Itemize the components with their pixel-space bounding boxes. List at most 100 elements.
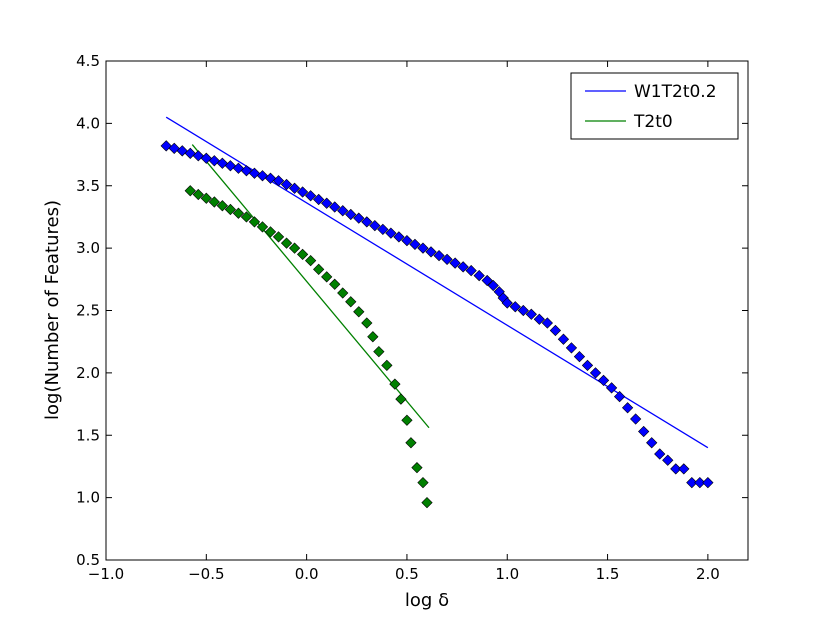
y-tick-label: 1.5: [76, 426, 100, 444]
data-point-series-0: [654, 448, 666, 460]
x-axis-ticks: −1.0 −0.5 0.0 0.5 1.0 1.5 2.0: [88, 61, 720, 583]
data-point-series-0: [280, 178, 293, 191]
data-point-series-1: [208, 196, 220, 208]
x-tick-label: 1.0: [495, 565, 519, 583]
fit-line-series-1: [191, 144, 430, 429]
data-point-series-1: [321, 271, 333, 283]
data-point-series-0: [369, 220, 381, 232]
y-tick-label: 4.0: [76, 114, 100, 132]
data-point-series-1: [411, 462, 423, 474]
data-point-series-0: [487, 279, 499, 292]
data-point-series-0: [549, 324, 562, 337]
data-point-series-1: [361, 317, 373, 329]
data-point-series-1: [200, 192, 212, 204]
data-point-series-1: [216, 200, 228, 212]
data-point-series-0: [581, 359, 594, 372]
x-tick-label: −0.5: [188, 565, 224, 583]
plot-background: [106, 61, 748, 560]
data-point-series-0: [441, 253, 453, 265]
data-point-series-1: [288, 242, 301, 254]
y-tick-label: 0.5: [76, 551, 100, 569]
data-point-series-1: [305, 254, 317, 267]
data-point-series-1: [248, 216, 261, 228]
data-point-series-0: [377, 223, 389, 236]
data-point-series-1: [296, 248, 309, 260]
data-point-series-0: [589, 367, 602, 379]
data-point-series-0: [622, 402, 634, 414]
data-point-series-1: [256, 221, 269, 233]
data-point-series-0: [678, 463, 690, 475]
data-point-series-0: [638, 425, 650, 438]
data-point-series-0: [449, 257, 461, 269]
data-point-series-0: [353, 212, 365, 224]
data-point-series-0: [417, 242, 429, 254]
data-point-series-0: [541, 317, 553, 329]
data-point-series-1: [224, 203, 237, 216]
y-tick-label: 4.5: [76, 52, 100, 70]
data-point-series-0: [702, 477, 714, 489]
data-point-series-0: [401, 235, 413, 247]
y-tick-label: 2.0: [76, 364, 100, 382]
data-point-series-0: [646, 437, 658, 449]
data-point-series-0: [200, 152, 212, 164]
data-point-series-0: [425, 246, 437, 258]
x-tick-label: −1.0: [88, 565, 124, 583]
data-point-series-0: [337, 205, 349, 217]
data-point-series-0: [240, 165, 253, 177]
data-point-series-0: [501, 297, 513, 309]
data-point-series-0: [662, 454, 674, 466]
data-point-series-0: [670, 463, 682, 475]
data-point-series-1: [421, 496, 433, 509]
data-point-series-0: [393, 231, 405, 243]
data-point-series-1: [353, 306, 365, 318]
data-point-series-1: [192, 188, 204, 201]
data-point-series-0: [481, 274, 493, 287]
data-point-series-0: [433, 249, 445, 262]
data-point-series-1: [184, 185, 196, 197]
data-point-series-1: [389, 378, 401, 390]
data-point-series-1: [232, 207, 245, 219]
legend-label-w1t2t02: W1T2t0.2: [634, 82, 717, 102]
data-point-series-0: [573, 351, 586, 363]
data-point-series-1: [417, 477, 429, 489]
x-axis-title: log δ: [405, 590, 449, 611]
x-tick-label: 0.5: [395, 565, 419, 583]
data-point-series-0: [630, 413, 642, 425]
data-point-series-1: [280, 237, 293, 249]
data-point-series-0: [272, 175, 285, 187]
data-point-series-1: [345, 296, 357, 308]
data-point-series-0: [457, 261, 469, 273]
y-axis-title: log(Number of Features): [42, 200, 63, 420]
data-point-series-0: [345, 208, 357, 221]
data-point-series-0: [694, 477, 706, 489]
legend: W1T2t0.2 T2t0: [570, 72, 739, 140]
data-point-series-0: [597, 374, 610, 386]
markers: [160, 140, 714, 509]
data-point-series-1: [401, 414, 413, 426]
data-point-series-0: [329, 201, 341, 213]
data-point-series-0: [565, 342, 578, 354]
data-point-series-1: [405, 437, 417, 449]
data-point-series-1: [329, 278, 341, 290]
data-point-series-0: [517, 304, 529, 317]
data-point-series-1: [272, 231, 285, 243]
x-tick-label: 0.0: [295, 565, 319, 583]
y-tick-label: 3.5: [76, 177, 100, 195]
data-point-series-0: [613, 390, 626, 403]
data-point-series-1: [395, 393, 407, 405]
y-tick-label: 1.0: [76, 489, 100, 507]
data-point-series-1: [373, 346, 385, 358]
data-point-series-0: [313, 193, 325, 206]
data-point-series-0: [288, 182, 301, 194]
data-point-series-0: [321, 197, 333, 209]
data-point-series-1: [367, 331, 379, 343]
data-point-series-0: [361, 216, 373, 228]
y-tick-label: 2.5: [76, 302, 100, 320]
data-point-series-0: [305, 190, 317, 202]
x-tick-label: 2.0: [696, 565, 720, 583]
data-point-series-0: [533, 313, 545, 325]
data-point-series-0: [473, 269, 485, 282]
y-tick-label: 3.0: [76, 239, 100, 257]
legend-box: [570, 72, 739, 140]
